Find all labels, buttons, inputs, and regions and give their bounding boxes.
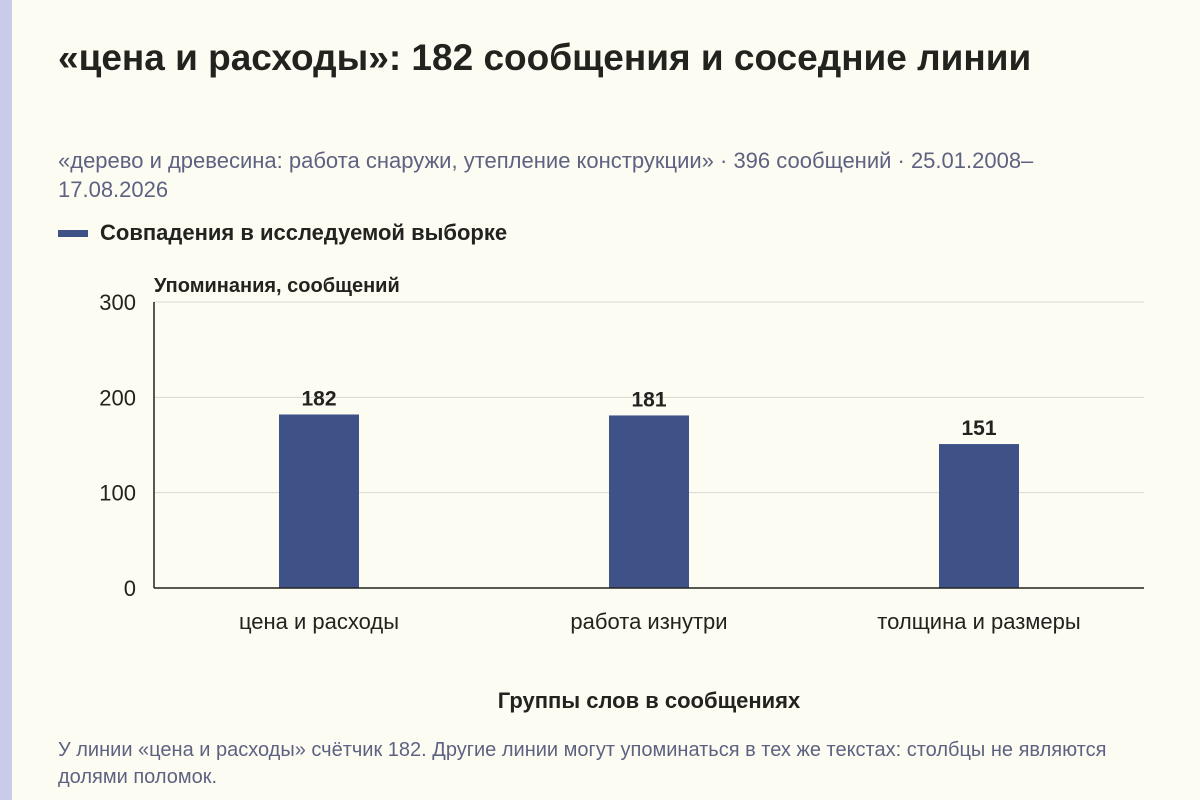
bar-value-label: 151 [961,417,996,440]
y-tick-label: 300 [99,290,136,315]
bars: 182 181 151 [279,387,1019,588]
legend-swatch [58,229,88,237]
bar [279,414,359,588]
side-accent-stripe [0,0,12,800]
x-axis-title: Группы слов в сообщениях [498,688,801,713]
axes: 0 100 200 300 цена и расходы работа изнутри то… [99,290,1144,634]
y-axis-title: Упоминания, сообщений [154,275,400,297]
legend-label: Совпадения в исследуемой выборке [100,220,508,245]
x-tick-label: цена и расходы [239,609,399,634]
chart-title: «цена и расходы»: 182 сообщения и соседн… [58,37,1032,78]
x-tick-label: толщина и размеры [877,609,1080,634]
chart-subtitle: «дерево и древесина: работа снаружи, уте… [58,148,1034,202]
legend: Совпадения в исследуемой выборке [58,218,507,248]
bar-value-label: 182 [301,387,336,410]
footnote: У линии «цена и расходы» счётчик 182. Др… [58,739,1107,788]
y-tick-label: 100 [99,481,136,506]
bar [609,415,689,588]
x-tick-label: работа изнутри [570,609,727,634]
bar [939,444,1019,588]
bar-value-label: 181 [631,388,666,411]
y-tick-label: 0 [124,576,136,601]
y-tick-label: 200 [99,385,136,410]
